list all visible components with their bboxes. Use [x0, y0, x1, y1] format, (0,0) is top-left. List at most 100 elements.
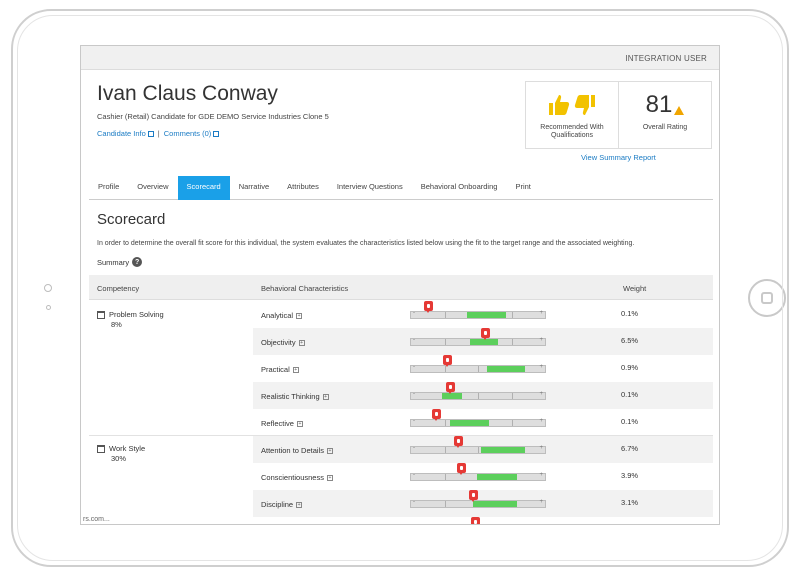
slider-min-label: -	[413, 337, 415, 343]
thumbs-up-icon	[549, 95, 570, 115]
table-row: Reflective + - + 0.1%	[253, 409, 713, 436]
target-range-fill	[480, 447, 525, 453]
tab-attributes[interactable]: Attributes	[287, 182, 319, 191]
tab-profile[interactable]: Profile	[98, 182, 120, 191]
characteristic-label[interactable]: Attention to Details	[261, 446, 324, 455]
score-marker-icon	[424, 301, 434, 313]
weight-value: 3.9%	[621, 471, 639, 480]
column-competency: Competency	[97, 284, 140, 293]
weight-value: 0.1%	[621, 309, 639, 318]
slider-max-label: +	[539, 310, 543, 316]
range-slider: - +	[410, 490, 546, 508]
slider-tick	[444, 420, 446, 426]
target-range-fill	[467, 312, 507, 318]
thumbs-icon	[547, 90, 597, 120]
top-bar: INTEGRATION USER	[81, 46, 719, 70]
weight-value: 6.7%	[621, 444, 639, 453]
comments-label: Comments (0)	[163, 129, 212, 138]
score-marker-icon	[480, 328, 490, 340]
tab-overview[interactable]: Overview	[137, 182, 169, 191]
target-range-fill	[441, 393, 462, 399]
slider-max-label: +	[539, 499, 543, 505]
overall-rating-label: Overall Rating	[642, 124, 688, 131]
score-marker-icon	[453, 436, 463, 448]
rating-cell: 81 Overall Rating	[618, 82, 711, 148]
table-row: Practical + - + 0.9%	[253, 355, 713, 382]
column-weight: Weight	[623, 284, 647, 293]
summary-label: Summary	[97, 257, 130, 267]
weight-value: 6.5%	[621, 336, 639, 345]
tab-scorecard[interactable]: Scorecard	[177, 176, 230, 200]
user-name[interactable]: INTEGRATION USER	[625, 54, 707, 63]
table-row: Objectivity + - + 6.5%	[253, 328, 713, 355]
external-link-icon	[213, 131, 220, 138]
expand-icon[interactable]: +	[296, 420, 303, 427]
scorecard-description: In order to determine the overall fit sc…	[97, 240, 635, 247]
tab-interview-questions[interactable]: Interview Questions	[336, 182, 403, 191]
slider-min-label: -	[413, 499, 415, 505]
characteristic-label[interactable]: Realistic Thinking	[261, 392, 320, 401]
help-icon[interactable]: ?	[132, 257, 143, 267]
candidate-name: Ivan Claus Conway	[97, 82, 278, 105]
calendar-icon	[97, 444, 105, 453]
characteristic-label[interactable]: Analytical	[261, 311, 294, 320]
characteristic-label[interactable]: Discipline	[261, 500, 294, 509]
range-slider: - +	[410, 463, 546, 481]
slider-max-label: +	[539, 364, 543, 370]
score-marker-icon	[456, 463, 466, 475]
candidate-subtitle: Cashier (Retail) Candidate for GDE DEMO …	[97, 112, 329, 121]
table-row: Conscientiousness + - + 3.9%	[253, 463, 713, 490]
home-button[interactable]	[748, 279, 786, 317]
slider-tick	[478, 447, 479, 453]
range-slider: - +	[410, 409, 546, 427]
tab-narrative[interactable]: Narrative	[238, 182, 270, 191]
expand-icon[interactable]: +	[326, 474, 333, 481]
slider-tick	[478, 366, 479, 372]
characteristic-label[interactable]: Practical	[261, 365, 290, 374]
score-marker-icon	[445, 382, 455, 394]
slider-max-label: +	[539, 391, 543, 397]
target-range-fill	[476, 474, 517, 480]
table-row-partial: -+	[253, 517, 713, 524]
slider-min-label: -	[413, 445, 415, 451]
score-marker-icon	[468, 490, 478, 502]
target-range-fill	[487, 366, 525, 372]
expand-icon[interactable]: +	[292, 366, 299, 373]
candidate-info-link[interactable]: Candidate Info	[97, 129, 154, 138]
slider-min-label: -	[413, 472, 415, 478]
slider-tick	[444, 339, 446, 345]
overall-rating-value: 81	[645, 91, 673, 118]
view-summary-report-link[interactable]: View Summary Report	[581, 153, 656, 162]
score-marker-icon	[432, 409, 442, 421]
slider-tick	[511, 339, 513, 345]
sensor-dot	[46, 305, 51, 310]
characteristic-label[interactable]: Reflective	[261, 419, 294, 428]
summary-toggle[interactable]: Summary ?	[97, 257, 143, 267]
app-screen: INTEGRATION USER Ivan Claus Conway Cashi…	[80, 45, 720, 525]
status-url: rs.com...	[81, 516, 112, 523]
candidate-info-label: Candidate Info	[97, 129, 146, 138]
column-behavioral: Behavioral Characteristics	[261, 284, 349, 293]
tab-print[interactable]: Print	[515, 182, 531, 191]
weight-value: 0.1%	[621, 417, 639, 426]
target-range-fill	[449, 420, 489, 426]
slider-tick	[478, 393, 479, 399]
table-row: Realistic Thinking + - + 0.1%	[253, 382, 713, 409]
expand-icon[interactable]: +	[322, 393, 329, 400]
expand-icon[interactable]: +	[296, 312, 303, 319]
slider-min-label: -	[413, 418, 415, 424]
expand-icon[interactable]: +	[296, 501, 303, 508]
characteristic-label[interactable]: Conscientiousness	[261, 473, 324, 482]
candidate-links: Candidate Info | Comments (0)	[97, 129, 220, 138]
target-range-fill	[472, 501, 517, 507]
competency-percent: 8%	[111, 320, 122, 329]
thumbs-down-icon	[574, 95, 595, 115]
table-row: Analytical + - + 0.1%	[253, 301, 713, 328]
comments-link[interactable]: Comments (0)	[164, 129, 220, 138]
expand-icon[interactable]: +	[326, 447, 333, 454]
weight-value: 3.1%	[621, 498, 639, 507]
tab-behavioral-onboarding[interactable]: Behavioral Onboarding	[420, 182, 498, 191]
expand-icon[interactable]: +	[298, 339, 305, 346]
slider-max-label: +	[539, 445, 543, 451]
characteristic-label[interactable]: Objectivity	[261, 338, 296, 347]
